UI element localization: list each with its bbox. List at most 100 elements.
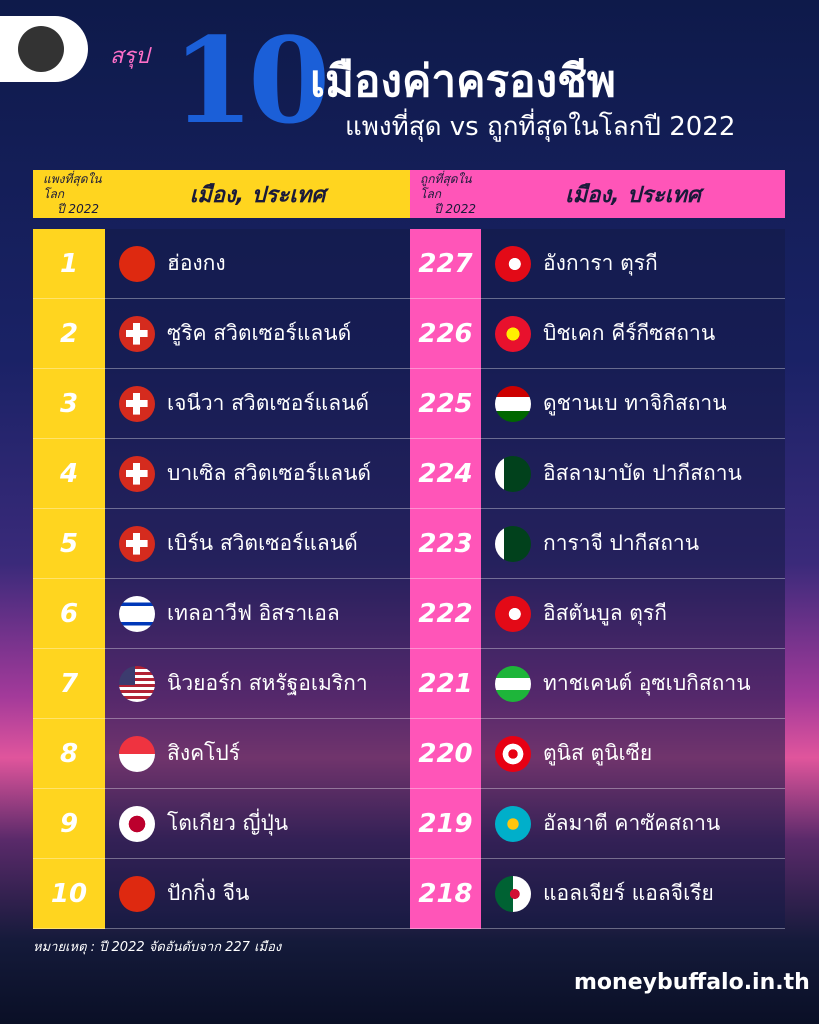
- note: หมายเหตุ : ปี 2022 จัดอันดับจาก 227 เมือ…: [33, 940, 282, 955]
- rank: 223: [410, 509, 481, 579]
- rank: 3: [33, 369, 105, 439]
- city: อัลมาตี คาซัคสถาน: [543, 811, 721, 835]
- city: อิสลามาบัด ปากีสถาน: [543, 461, 742, 485]
- rank: 226: [410, 299, 481, 369]
- city: บาเซิล สวิตเซอร์แลนด์: [167, 461, 372, 485]
- city-cell: เบิร์น สวิตเซอร์แลนด์: [105, 509, 410, 579]
- city-cell: ปักกิ่ง จีน: [105, 859, 410, 929]
- header-cell: เมือง, ประเทศ: [481, 170, 785, 218]
- header-line: ถูกที่สุดในโลก: [420, 171, 472, 201]
- header-cell: เมือง, ประเทศ: [105, 170, 410, 218]
- flag-icon: [495, 875, 531, 912]
- city: เทลอาวีฟ อิสราเอล: [167, 601, 340, 625]
- table-row: 5 เบิร์น สวิตเซอร์แลนด์ 223 การาจี ปากีสถาน: [33, 509, 785, 579]
- header-cell: แพงที่สุดในโลก ปี 2022: [33, 170, 105, 218]
- header-line: แพงที่สุดในโลก: [43, 171, 102, 201]
- city: แอลเจียร์ แอลจีเรีย: [543, 881, 714, 905]
- city-cell: บาเซิล สวิตเซอร์แลนด์: [105, 439, 410, 509]
- city-cell: ดูชานเบ ทาจิกิสถาน: [481, 369, 785, 439]
- rank: 8: [33, 719, 105, 789]
- city: การาจี ปากีสถาน: [543, 531, 700, 555]
- city-cell: โตเกียว ญี่ปุ่น: [105, 789, 410, 859]
- table-row: 9 โตเกียว ญี่ปุ่น 219 อัลมาตี คาซัคสถาน: [33, 789, 785, 859]
- rank: 219: [410, 789, 481, 859]
- table-body: 1 ฮ่องกง 227 อังการา ตุรกี 2 ซูริค สวิตเซอร์แ…: [33, 229, 785, 929]
- flag-icon: [119, 665, 155, 702]
- table-row: 3 เจนีวา สวิตเซอร์แลนด์ 225 ดูชานเบ ทาจิกิส…: [33, 369, 785, 439]
- city: ดูชานเบ ทาจิกิสถาน: [543, 391, 727, 415]
- rank: 10: [33, 859, 105, 929]
- city-cell: การาจี ปากีสถาน: [481, 509, 785, 579]
- city: ฮ่องกง: [167, 251, 226, 275]
- city-cell: อัลมาตี คาซัคสถาน: [481, 789, 785, 859]
- city: นิวยอร์ก สหรัฐอเมริกา: [167, 671, 368, 695]
- rank: 6: [33, 579, 105, 649]
- city: ทาชเคนต์ อุซเบกิสถาน: [543, 671, 751, 695]
- city: บิชเคก คีร์กีซสถาน: [543, 321, 716, 345]
- city-cell: ซูริค สวิตเซอร์แลนด์: [105, 299, 410, 369]
- footer: moneybuffalo.in.th: [574, 970, 810, 995]
- city-cell: ทาชเคนต์ อุซเบกิสถาน: [481, 649, 785, 719]
- rank: 2: [33, 299, 105, 369]
- rank: 221: [410, 649, 481, 719]
- rank: 227: [410, 229, 481, 299]
- table-row: 7 นิวยอร์ก สหรัฐอเมริกา 221 ทาชเคนต์ อุซเบก…: [33, 649, 785, 719]
- rank: 9: [33, 789, 105, 859]
- flag-icon: [495, 665, 531, 702]
- rank: 218: [410, 859, 481, 929]
- city-cell: เทลอาวีฟ อิสราเอล: [105, 579, 410, 649]
- flag-icon: [119, 525, 155, 562]
- rank: 1: [33, 229, 105, 299]
- flag-icon: [495, 455, 531, 492]
- summary: สรุป: [110, 44, 150, 69]
- table-row: 10 ปักกิ่ง จีน 218 แอลเจียร์ แอลจีเรีย: [33, 859, 785, 929]
- rank: 224: [410, 439, 481, 509]
- table-row: 8 สิงคโปร์ 220 ตูนิส ตูนิเซีย: [33, 719, 785, 789]
- title: เมืองค่าครองชีพ: [310, 56, 616, 107]
- city-cell: บิชเคก คีร์กีซสถาน: [481, 299, 785, 369]
- logo: [0, 16, 88, 82]
- subtitle: แพงที่สุด vs ถูกที่สุดในโลกปี 2022: [345, 112, 736, 142]
- flag-icon: [119, 385, 155, 422]
- city: อิสตันบูล ตุรกี: [543, 601, 667, 625]
- city-cell: แอลเจียร์ แอลจีเรีย: [481, 859, 785, 929]
- city-cell: นิวยอร์ก สหรัฐอเมริกา: [105, 649, 410, 719]
- flag-icon: [119, 805, 155, 842]
- flag-icon: [119, 315, 155, 352]
- table-row: 1 ฮ่องกง 227 อังการา ตุรกี: [33, 229, 785, 299]
- city-cell: ตูนิส ตูนิเซีย: [481, 719, 785, 789]
- flag-icon: [495, 245, 531, 282]
- city-cell: อิสตันบูล ตุรกี: [481, 579, 785, 649]
- rank: 7: [33, 649, 105, 719]
- flag-icon: [495, 805, 531, 842]
- flag-icon: [119, 735, 155, 772]
- city-cell: สิงคโปร์: [105, 719, 410, 789]
- city: ตูนิส ตูนิเซีย: [543, 741, 653, 765]
- rank: 220: [410, 719, 481, 789]
- city: โตเกียว ญี่ปุ่น: [167, 811, 289, 835]
- flag-icon: [119, 875, 155, 912]
- flag-icon: [119, 455, 155, 492]
- city: เจนีวา สวิตเซอร์แลนด์: [167, 391, 370, 415]
- city-cell: อิสลามาบัด ปากีสถาน: [481, 439, 785, 509]
- city-cell: อังการา ตุรกี: [481, 229, 785, 299]
- city: ปักกิ่ง จีน: [167, 881, 250, 905]
- table-row: 6 เทลอาวีฟ อิสราเอล 222 อิสตันบูล ตุรกี: [33, 579, 785, 649]
- city-cell: เจนีวา สวิตเซอร์แลนด์: [105, 369, 410, 439]
- rank: 222: [410, 579, 481, 649]
- header-cell: ถูกที่สุดในโลก ปี 2022: [410, 170, 481, 218]
- city-cell: ฮ่องกง: [105, 229, 410, 299]
- big-number: 10: [172, 11, 330, 150]
- flag-icon: [495, 525, 531, 562]
- table-row: 2 ซูริค สวิตเซอร์แลนด์ 226 บิชเคก คีร์กีซสถ…: [33, 299, 785, 369]
- header-line: ปี 2022: [57, 201, 99, 216]
- flag-icon: [119, 245, 155, 282]
- rank: 4: [33, 439, 105, 509]
- table-row: 4 บาเซิล สวิตเซอร์แลนด์ 224 อิสลามาบัด ปากี…: [33, 439, 785, 509]
- city: สิงคโปร์: [167, 741, 241, 765]
- flag-icon: [495, 735, 531, 772]
- city: เบิร์น สวิตเซอร์แลนด์: [167, 531, 358, 555]
- city: ซูริค สวิตเซอร์แลนด์: [167, 321, 352, 345]
- city: อังการา ตุรกี: [543, 251, 658, 275]
